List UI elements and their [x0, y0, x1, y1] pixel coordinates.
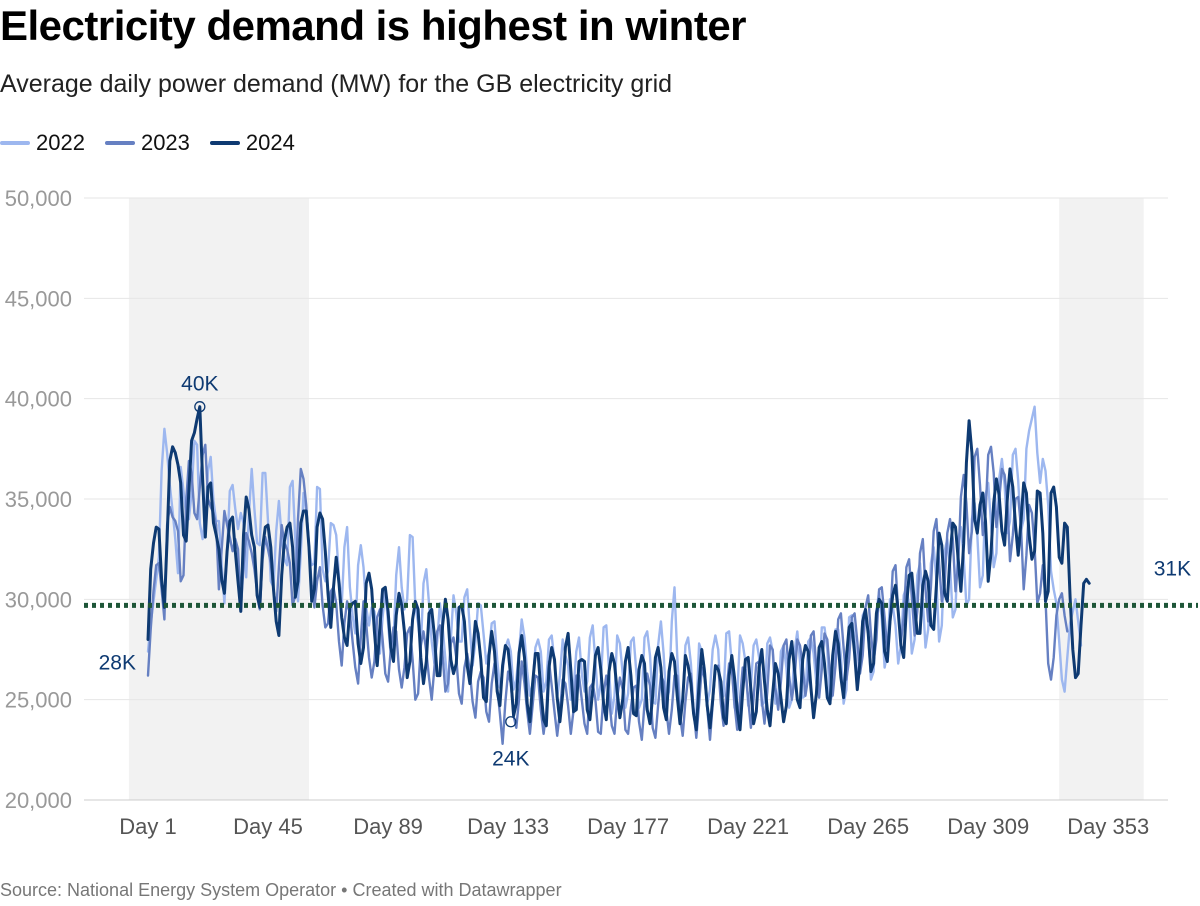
- legend-swatch-2023: [104, 141, 135, 145]
- legend-item-2024[interactable]: 2024: [209, 130, 295, 156]
- y-tick-label: 20,000: [5, 788, 72, 813]
- annotation-label: 40K: [181, 373, 218, 396]
- annotation-marker: [194, 401, 206, 413]
- legend-item-2022[interactable]: 2022: [0, 130, 85, 156]
- x-tick-label: Day 133: [467, 814, 549, 839]
- chart-subtitle: Average daily power demand (MW) for the …: [0, 70, 673, 98]
- series-line-2024[interactable]: [146, 405, 1091, 732]
- legend-label-2023: 2023: [140, 130, 190, 155]
- y-tick-label: 35,000: [5, 487, 72, 512]
- y-tick-label: 40,000: [5, 387, 72, 412]
- legend-item-2023[interactable]: 2023: [104, 130, 190, 156]
- legend: 2022 2023 2024: [0, 130, 295, 156]
- series-line-2022[interactable]: [146, 405, 1083, 715]
- annotation-label: 31K: [1154, 557, 1191, 580]
- x-tick-label: Day 45: [233, 814, 303, 839]
- legend-swatch-2024: [209, 141, 240, 145]
- x-tick-label: Day 1: [119, 814, 176, 839]
- annotation-label: 24K: [492, 748, 529, 771]
- annotation-label: 28K: [99, 651, 136, 674]
- x-tick-label: Day 265: [827, 814, 909, 839]
- y-tick-label: 50,000: [5, 186, 72, 211]
- chart-title: Electricity demand is highest in winter: [0, 2, 747, 49]
- y-tick-label: 25,000: [5, 688, 72, 713]
- x-tick-label: Day 353: [1067, 814, 1149, 839]
- x-tick-label: Day 177: [587, 814, 669, 839]
- annotation-marker: [505, 716, 517, 728]
- x-tick-label: Day 89: [353, 814, 423, 839]
- x-tick-label: Day 221: [707, 814, 789, 839]
- y-tick-label: 45,000: [5, 286, 72, 311]
- legend-label-2022: 2022: [36, 130, 85, 155]
- y-tick-label: 30,000: [5, 587, 72, 612]
- legend-swatch-2022: [0, 141, 30, 145]
- legend-label-2024: 2024: [245, 130, 295, 155]
- line-chart: 50,000 45,000 40,000 35,000 30,000 25,000 20,0…: [5, 186, 1198, 839]
- source-note: Source: National Energy System Operator …: [0, 880, 562, 900]
- x-tick-label: Day 309: [947, 814, 1029, 839]
